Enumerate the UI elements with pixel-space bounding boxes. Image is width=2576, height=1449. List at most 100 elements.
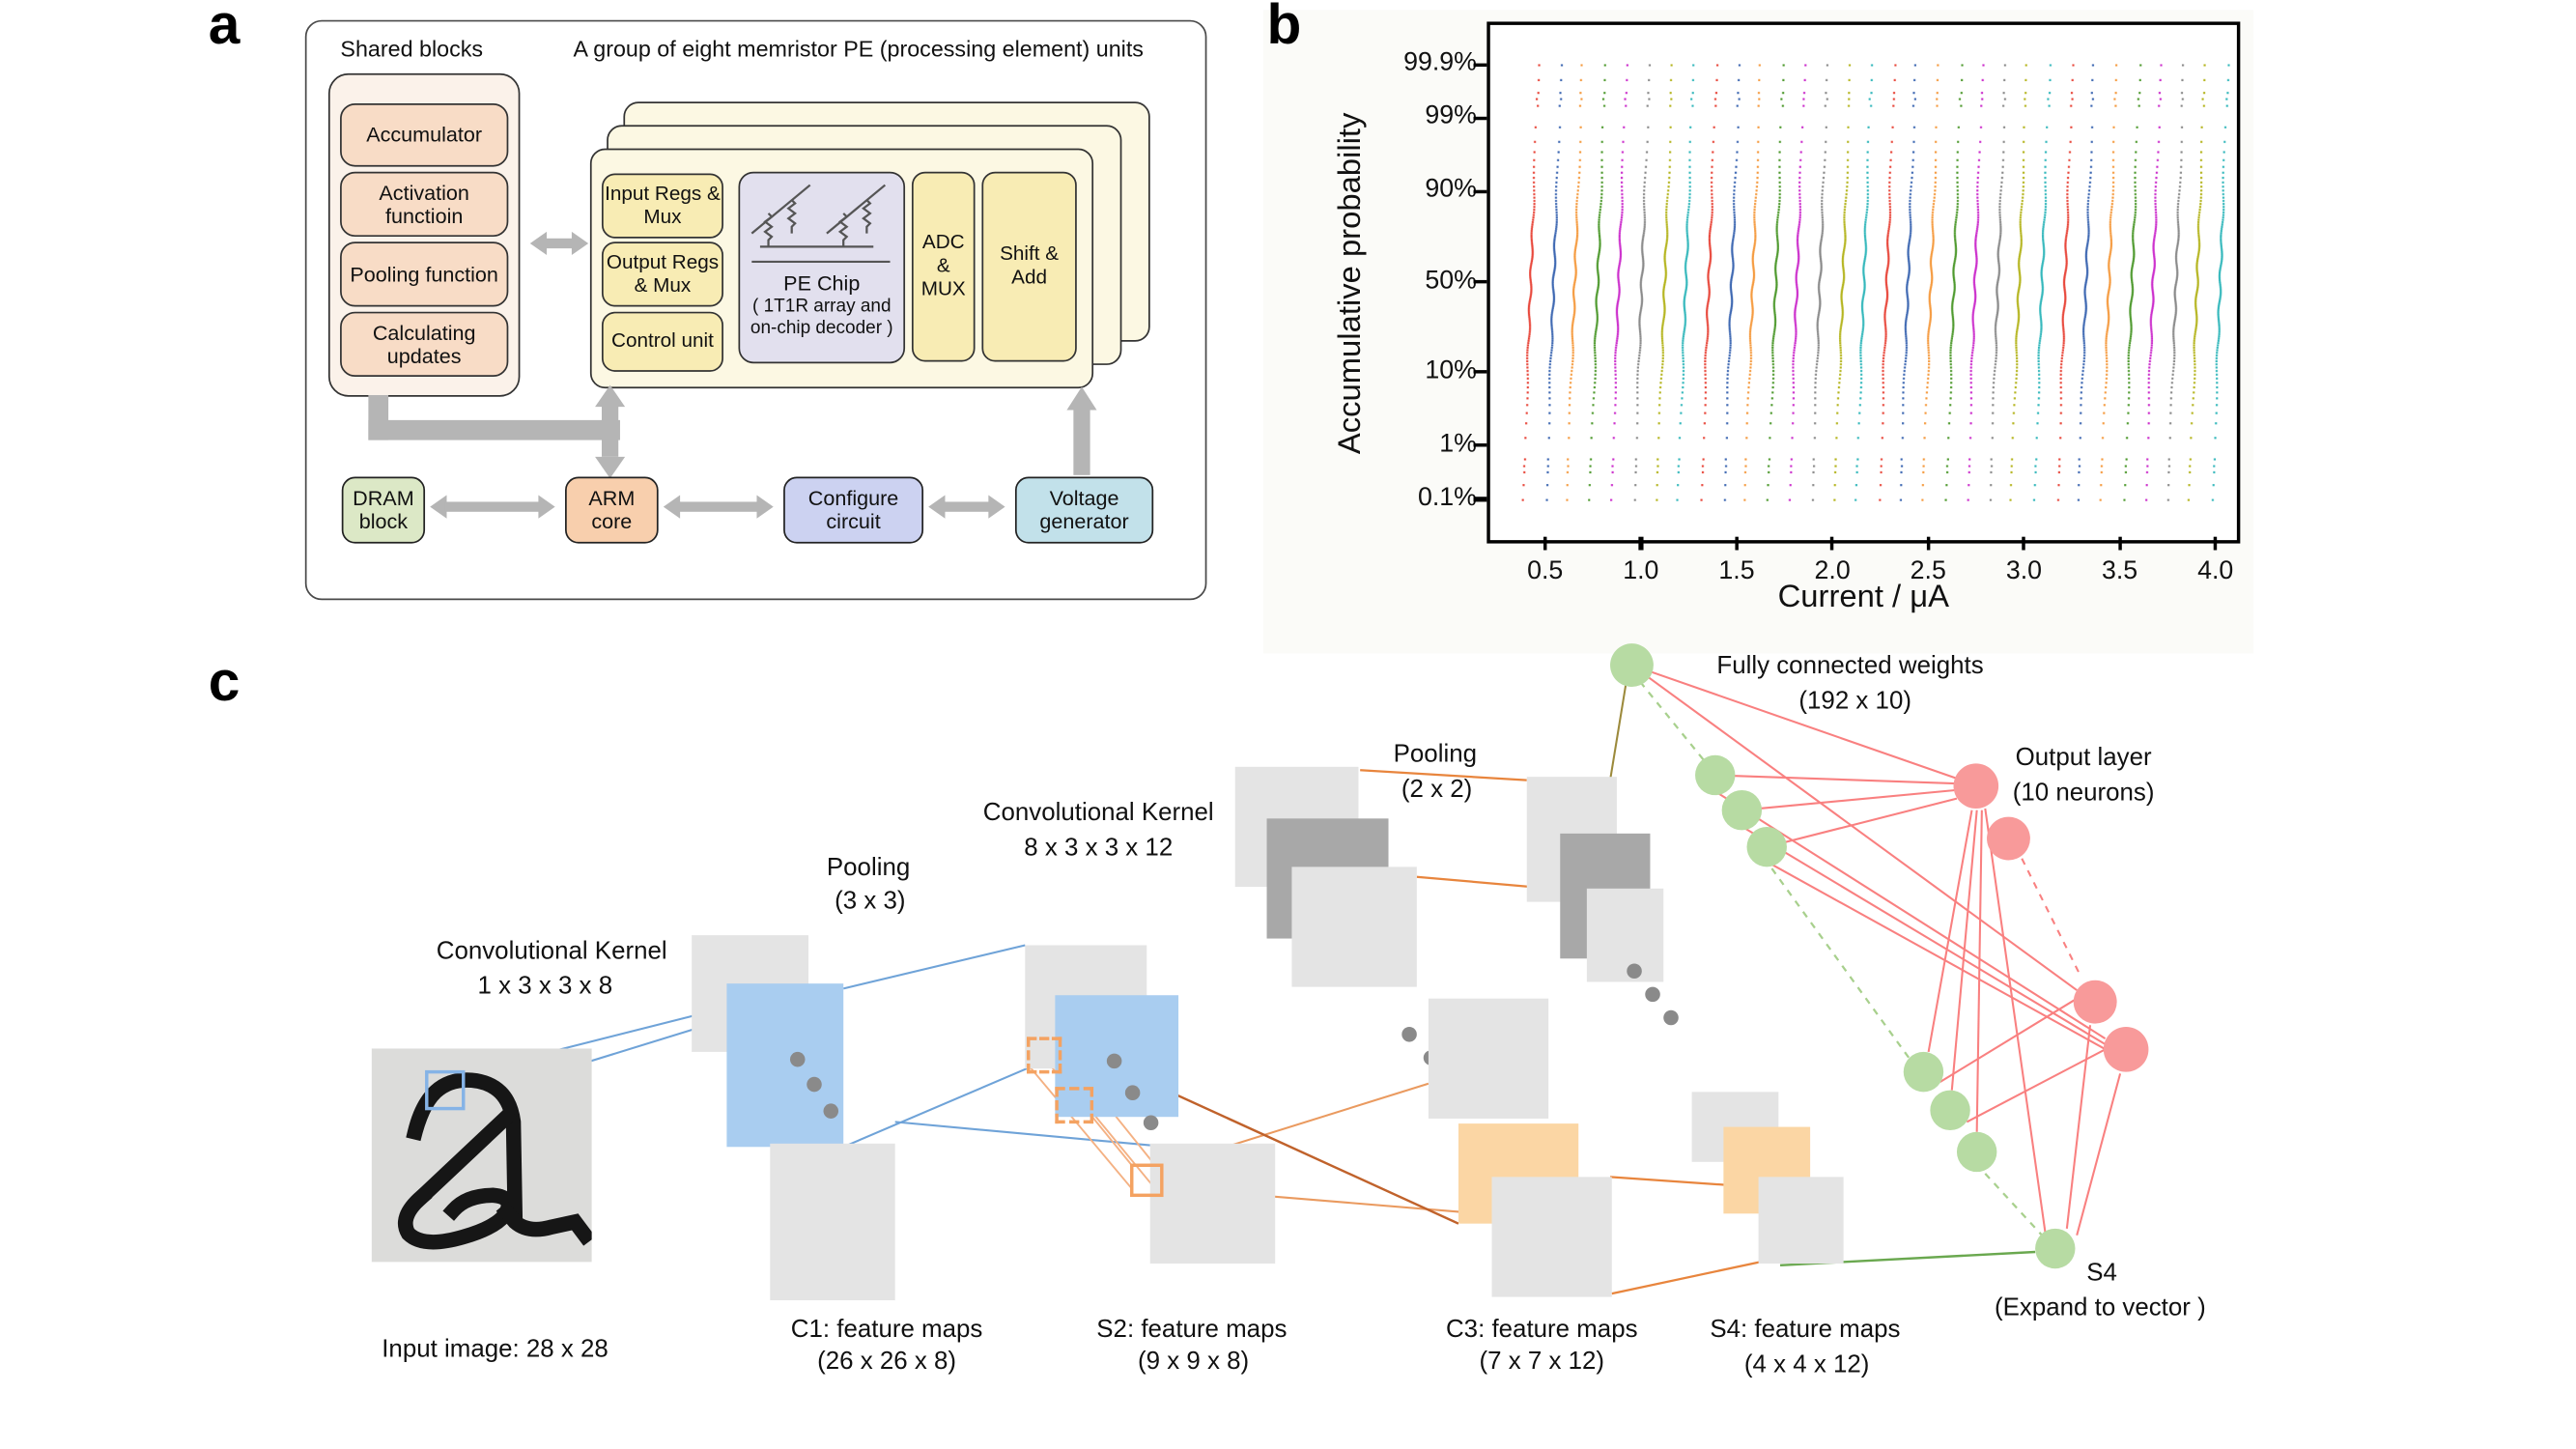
x-tick-mark <box>1830 536 1835 551</box>
hidden-neuron-green <box>1746 826 1787 867</box>
panel-c-label: c <box>208 650 241 714</box>
output-neuron-red <box>1987 816 2030 861</box>
s2-caption-line2: (9 x 9 x 8) <box>1138 1347 1250 1376</box>
y-tick-label: 1% <box>1439 429 1477 459</box>
y-tick-mark <box>1473 62 1487 67</box>
conv2-map-front <box>1291 867 1417 987</box>
y-tick-mark <box>1473 116 1487 121</box>
pe-group-title: A group of eight memristor PE (processin… <box>573 36 1144 62</box>
dram-block-box: DRAM block <box>341 476 426 544</box>
pe-chip-sub2: on-chip decoder ) <box>750 318 893 338</box>
conv-kernel-1-size: 1 x 3 x 3 x 8 <box>477 972 613 1001</box>
x-tick-mark <box>2022 536 2026 551</box>
y-axis-title: Accumulative probability <box>1333 112 1369 455</box>
cdf-scatter-canvas <box>1490 25 2231 535</box>
s2-ellipsis-dot <box>1124 1085 1141 1100</box>
c3-caption-line2: (7 x 7 x 12) <box>1479 1347 1605 1376</box>
output-neuron-red <box>2103 1027 2149 1072</box>
x-axis-title: Current / μA <box>1777 580 1950 615</box>
x-tick-label: 1.0 <box>1623 556 1659 585</box>
panel-a-arrows <box>368 231 1097 519</box>
y-tick-mark <box>1473 497 1487 501</box>
c3-feature-map-back <box>1428 998 1549 1119</box>
s2-ellipsis-dot <box>1143 1115 1159 1131</box>
conv-kernel-1-title: Convolutional Kernel <box>436 936 667 966</box>
y-tick-mark <box>1473 443 1487 448</box>
c1-feature-map-front <box>770 1143 895 1301</box>
s2-kernel-window-dashed-1 <box>1027 1037 1062 1074</box>
x-tick-mark <box>1926 536 1931 551</box>
x-tick-label: 1.5 <box>1718 556 1755 585</box>
hidden-neuron-green <box>1903 1051 1944 1093</box>
y-tick-mark <box>1473 370 1487 375</box>
s2-ellipsis-dot <box>1106 1053 1122 1069</box>
conv-kernel-2-title: Convolutional Kernel <box>982 798 1214 827</box>
hidden-neuron-green <box>1930 1090 1970 1131</box>
s4-vector-neuron-green <box>2035 1228 2076 1269</box>
x-tick-label: 2.5 <box>1910 556 1946 585</box>
x-tick-mark <box>1543 536 1547 551</box>
s4-ellipsis-dot <box>1663 1009 1679 1026</box>
s2-caption-line1: S2: feature maps <box>1096 1315 1288 1344</box>
memristor-crossbar-icon <box>750 184 891 264</box>
hidden-neuron-green <box>1610 643 1654 687</box>
pe-control-unit-box: Control unit <box>601 311 723 372</box>
pooling-1-line1: Pooling <box>826 853 911 882</box>
fc-weights-line1: Fully connected weights <box>1716 651 1984 681</box>
arm-core-box: ARM core <box>565 476 659 544</box>
output-neuron-red <box>2073 980 2117 1024</box>
handwritten-digit-2 <box>398 1072 592 1250</box>
shared-block-updates: Calculating updates <box>340 311 509 378</box>
c1-ellipsis-dot <box>823 1103 839 1119</box>
adc-mux-box: ADC & MUX <box>911 171 976 362</box>
x-tick-label: 3.5 <box>2101 556 2138 585</box>
shared-block-accumulator: Accumulator <box>340 102 509 167</box>
x-tick-label: 2.0 <box>1814 556 1851 585</box>
adc-mux-label: ADC & MUX <box>920 230 966 300</box>
s4-ellipsis-dot <box>1645 986 1660 1003</box>
panel-b-label: b <box>1266 0 1302 57</box>
voltage-generator-box: Voltage generator <box>1014 476 1154 544</box>
pe-input-regs-box: Input Regs & Mux <box>601 173 723 239</box>
s4-vector-line2: (Expand to vector ) <box>1995 1293 2206 1322</box>
y-tick-label: 10% <box>1425 355 1477 384</box>
s4-caption-line2: (4 x 4 x 12) <box>1743 1350 1870 1379</box>
y-tick-label: 50% <box>1425 266 1477 295</box>
conv-kernel-window <box>425 1069 466 1111</box>
pooling-1-line2: (3 x 3) <box>835 887 906 916</box>
x-tick-mark <box>2117 536 2122 551</box>
fc-weights-line2: (192 x 10) <box>1798 686 1911 716</box>
conv-kernel-2-size: 8 x 3 x 3 x 12 <box>1024 833 1174 863</box>
shared-block-activation: Activation functioin <box>340 171 509 238</box>
c3-ellipsis-dot <box>1401 1027 1417 1042</box>
configure-circuit-box: Configure circuit <box>783 476 924 544</box>
y-tick-label: 0.1% <box>1417 483 1477 512</box>
x-tick-mark <box>2213 536 2218 551</box>
x-tick-label: 0.5 <box>1527 556 1564 585</box>
y-tick-label: 99.9% <box>1403 48 1477 77</box>
x-tick-label: 4.0 <box>2197 556 2234 585</box>
output-layer-line2: (10 neurons) <box>2012 778 2155 808</box>
shift-add-box: Shift & Add <box>981 171 1077 362</box>
s2-kernel-window-solid <box>1130 1163 1164 1198</box>
output-layer-line1: Output layer <box>2015 743 2152 772</box>
c1-ellipsis-dot <box>789 1051 806 1067</box>
s2-kernel-window-dashed-2 <box>1055 1087 1094 1124</box>
c1-caption-line2: (26 x 26 x 8) <box>817 1347 957 1376</box>
output-neuron-red <box>1953 763 1999 809</box>
c1-feature-map-blue <box>726 983 844 1148</box>
panel-a-label: a <box>208 0 241 57</box>
pe-chip-name: PE Chip <box>783 271 861 296</box>
input-image-caption: Input image: 28 x 28 <box>382 1335 609 1364</box>
pooling-2-line1: Pooling <box>1393 740 1477 769</box>
y-tick-mark <box>1473 279 1487 284</box>
hidden-neuron-green <box>1956 1131 1997 1173</box>
pooling-2-line2: (2 x 2) <box>1401 775 1473 804</box>
pe-chip-sub1: ( 1T1R array and <box>752 296 892 317</box>
pooled-map-front <box>1586 888 1664 982</box>
input-digit-image <box>371 1048 592 1263</box>
y-tick-mark <box>1473 189 1487 194</box>
x-tick-mark <box>1638 536 1643 551</box>
c1-ellipsis-dot <box>807 1076 822 1093</box>
